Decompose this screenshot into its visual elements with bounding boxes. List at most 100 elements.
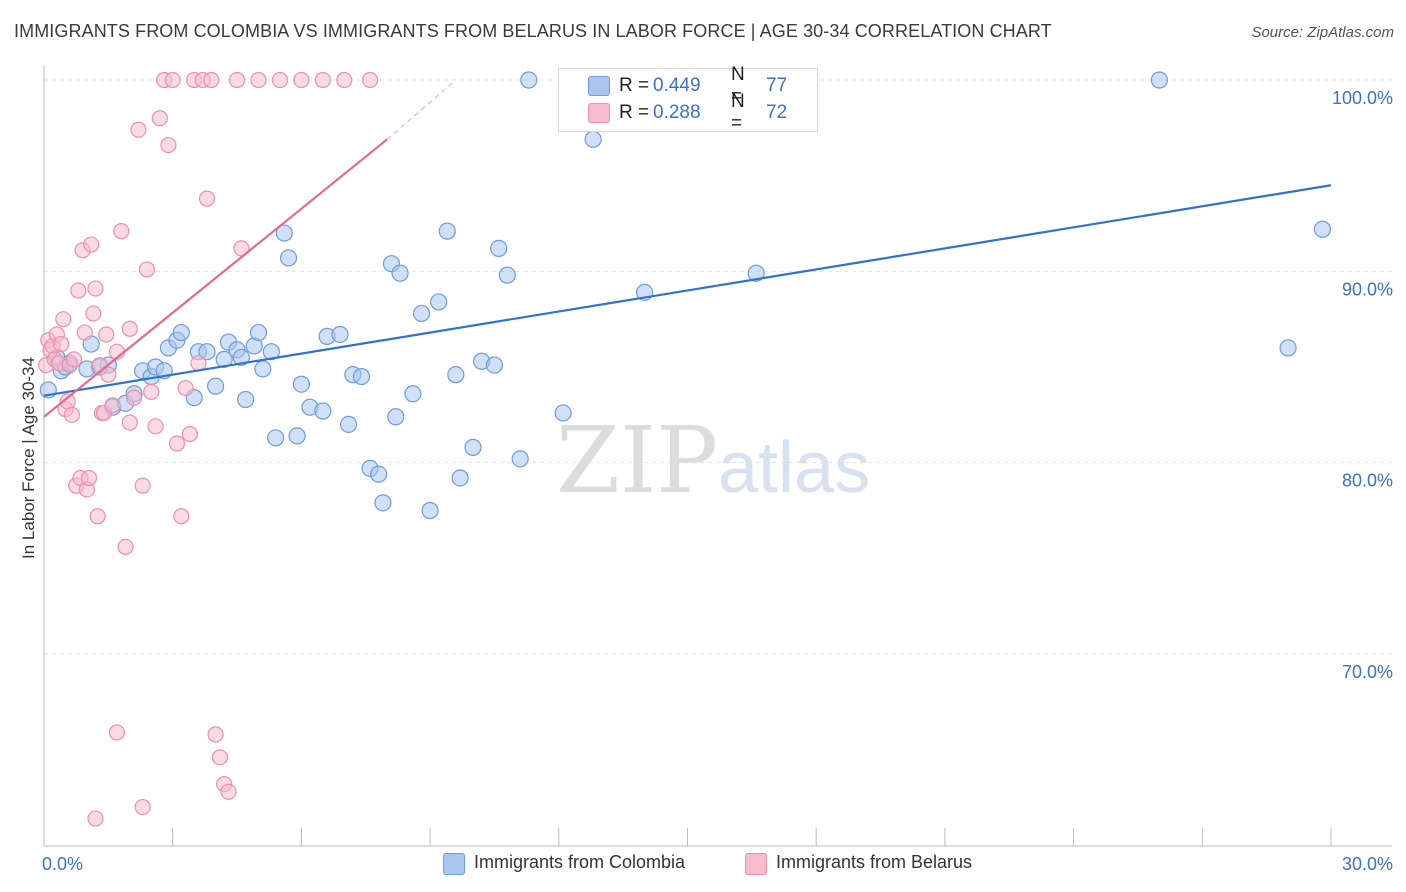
data-point (1150, 71, 1169, 89)
data-point (1313, 220, 1332, 238)
data-point (211, 749, 228, 766)
data-point (160, 136, 177, 154)
legend-swatch-colombia (588, 76, 610, 96)
legend-swatch-colombia (443, 853, 465, 875)
data-point (220, 783, 237, 800)
data-point (262, 343, 280, 361)
data-point (232, 348, 250, 367)
data-point (339, 415, 358, 433)
data-point (104, 397, 121, 414)
data-point (747, 264, 765, 282)
legend-r-value-belarus: 0.288 (653, 102, 701, 123)
data-point (314, 402, 332, 420)
data-point (63, 406, 80, 423)
data-point (288, 427, 306, 445)
data-point (80, 469, 98, 487)
data-point (173, 508, 190, 525)
gridlines (44, 79, 1392, 655)
data-point (55, 311, 72, 328)
data-point (293, 71, 310, 89)
data-point (108, 724, 126, 741)
data-point (250, 71, 267, 89)
watermark-atlas: atlas (718, 428, 870, 508)
data-point (412, 304, 431, 323)
data-point (292, 375, 310, 393)
data-point (100, 366, 117, 383)
data-point (134, 798, 151, 816)
data-point (485, 356, 504, 374)
legend-r-label: R = (619, 75, 650, 96)
data-point (271, 71, 289, 89)
series-belarus-points (38, 71, 379, 827)
series-colombia-points (39, 71, 1332, 520)
watermark-zip: ZIP (556, 407, 718, 514)
data-point (147, 418, 164, 435)
data-point (83, 236, 100, 253)
data-point (121, 414, 138, 431)
data-point (279, 249, 298, 267)
data-point (314, 71, 331, 89)
y-tick-label: 90.0% (1342, 279, 1393, 299)
data-point (490, 239, 508, 257)
data-point (254, 360, 272, 378)
data-point (430, 293, 448, 311)
data-point (584, 130, 602, 148)
data-point (138, 261, 156, 278)
data-point (511, 450, 529, 468)
data-point (130, 121, 147, 138)
data-point (125, 389, 143, 406)
watermark: ZIP atlas (556, 407, 870, 514)
data-point (498, 266, 516, 284)
source-credit: Source: ZipAtlas.com (1251, 24, 1394, 41)
trend-lines (43, 79, 1332, 418)
data-point (177, 379, 194, 397)
x-tick-label: 30.0% (1342, 854, 1393, 874)
trend-line-colombia (43, 184, 1332, 397)
data-point (151, 110, 168, 127)
stats-legend: R = 0.449 N = 77 R = 0.288 N = 72 (558, 64, 818, 134)
data-point (421, 501, 439, 520)
data-point (121, 320, 138, 337)
data-point (249, 323, 268, 342)
data-point (464, 438, 482, 456)
data-point (207, 377, 225, 395)
data-point (134, 477, 151, 494)
bottom-legend-label: Immigrants from Colombia (474, 852, 686, 872)
chart-title: IMMIGRANTS FROM COLOMBIA VS IMMIGRANTS F… (14, 21, 1052, 41)
data-point (190, 355, 207, 372)
y-tick-label: 100.0% (1332, 88, 1393, 108)
data-point (76, 324, 93, 341)
legend-n-label: N = (731, 91, 745, 134)
data-point (275, 224, 293, 242)
y-tick-label: 80.0% (1342, 471, 1393, 491)
data-point (85, 305, 102, 322)
data-point (237, 390, 255, 409)
legend-swatch-belarus (588, 103, 610, 123)
data-point (181, 425, 198, 443)
legend-r-label: R = (619, 102, 650, 123)
data-point (168, 435, 186, 452)
data-point (267, 429, 285, 447)
trend-line-belarus-extension (386, 79, 457, 140)
data-point (438, 222, 456, 240)
legend-n-value-belarus: 72 (766, 102, 788, 123)
data-point (117, 538, 134, 555)
data-point (451, 469, 469, 487)
data-point (361, 71, 379, 89)
data-point (387, 408, 405, 426)
data-point (447, 366, 465, 384)
legend-n-value-colombia: 77 (766, 75, 788, 96)
data-point (554, 404, 572, 422)
data-point (113, 223, 130, 240)
data-point (391, 264, 409, 282)
legend-n-label: N = (731, 64, 745, 107)
legend-swatch-belarus (745, 853, 767, 875)
data-point (143, 383, 160, 400)
bottom-legend-label: Immigrants from Belarus (776, 852, 973, 872)
data-point (53, 335, 70, 353)
data-point (207, 726, 224, 743)
data-point (203, 71, 220, 89)
data-point (198, 190, 216, 207)
data-point (1279, 339, 1297, 357)
